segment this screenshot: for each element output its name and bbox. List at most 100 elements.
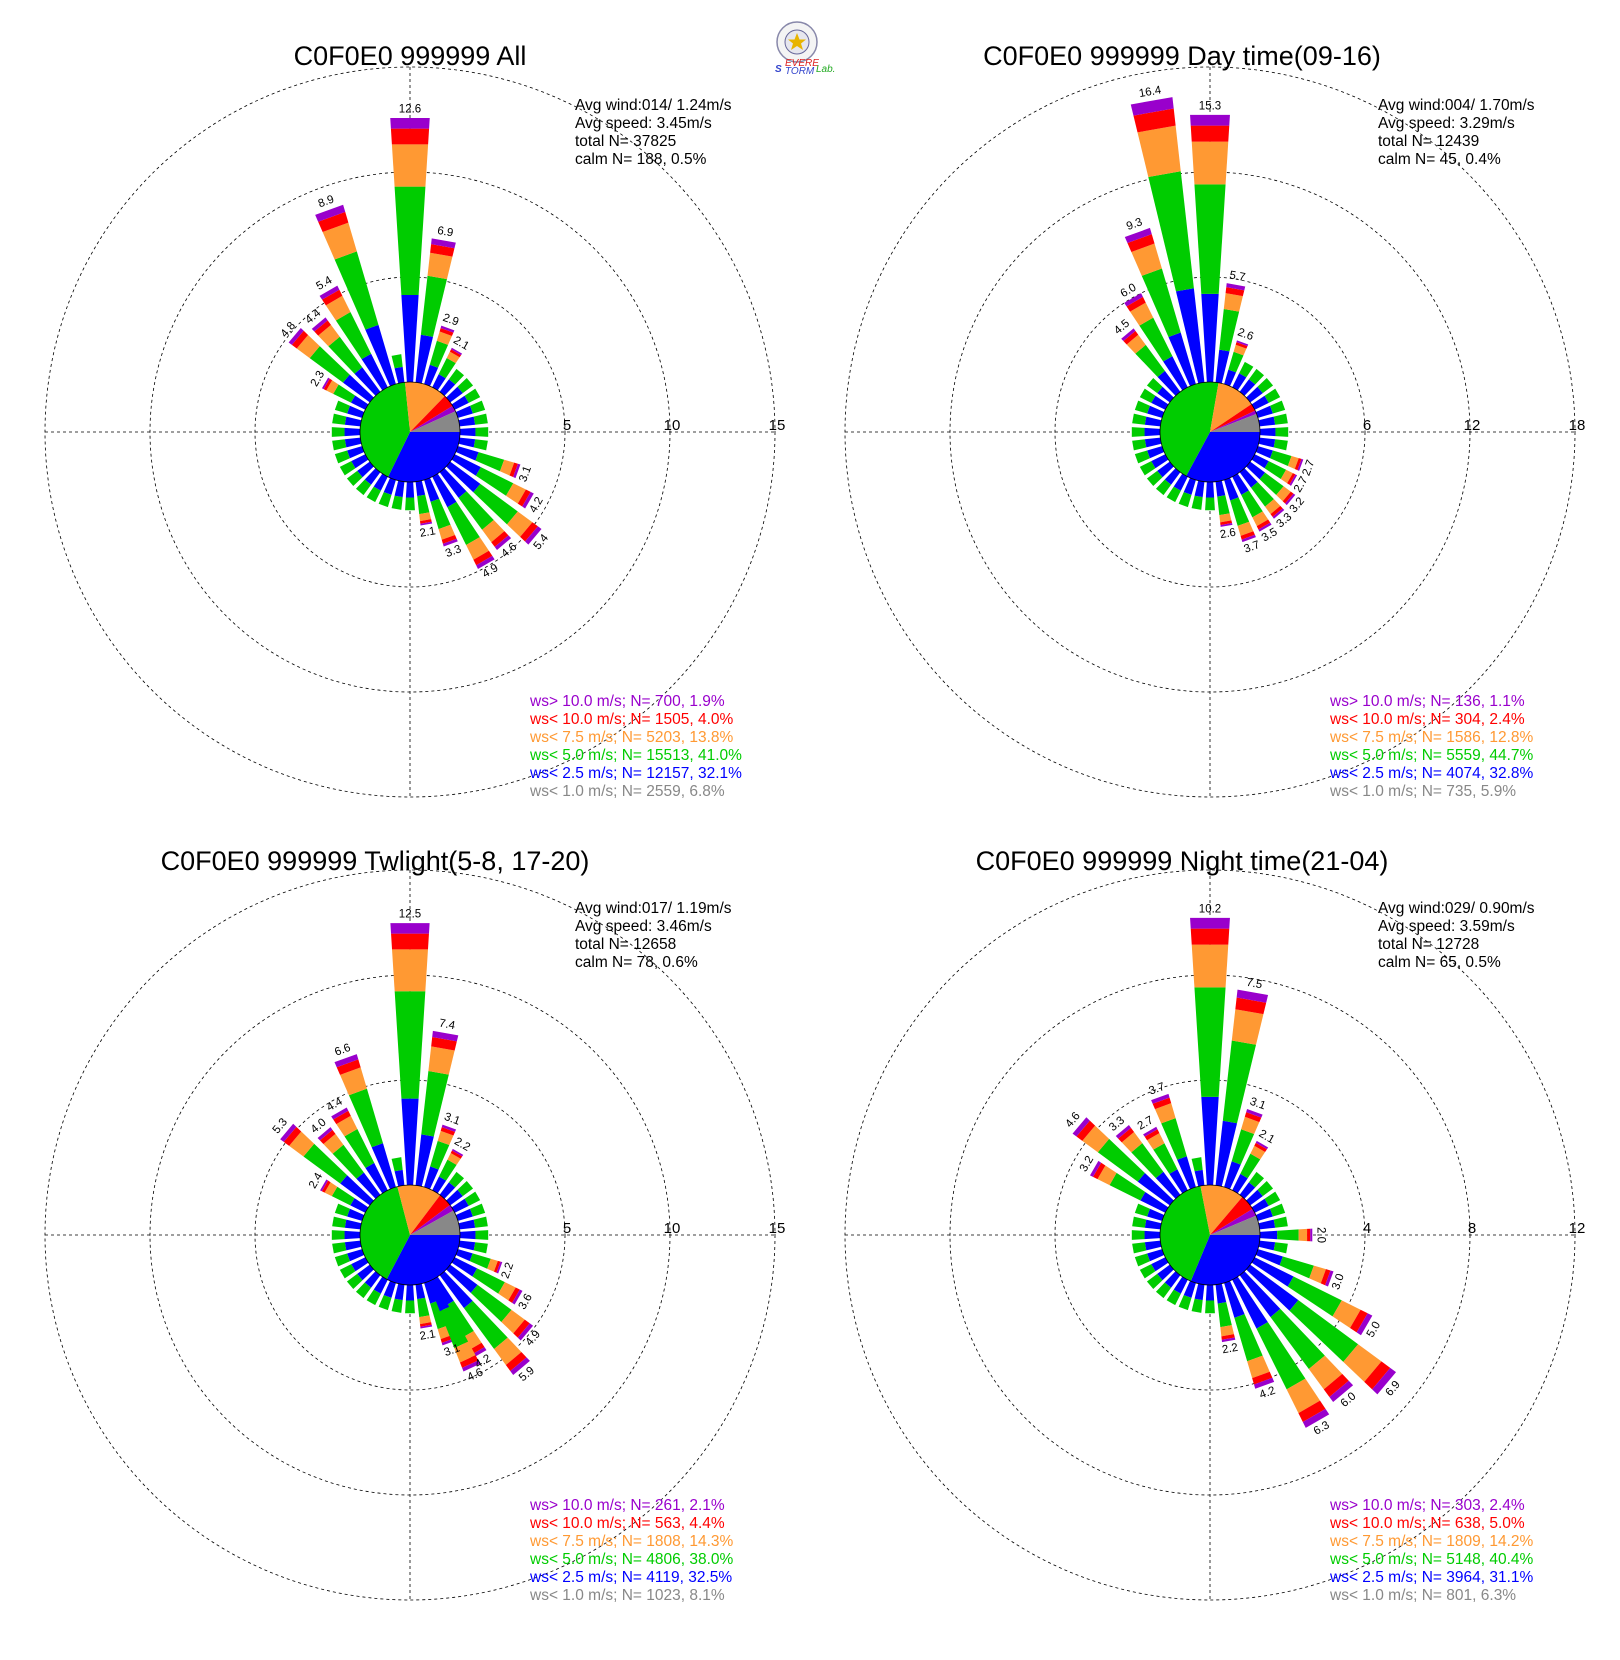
bar-segment bbox=[466, 537, 489, 560]
bar-segment bbox=[1225, 287, 1245, 297]
bar-segment bbox=[1147, 405, 1165, 418]
bar-segment bbox=[1255, 446, 1273, 459]
bar-segment bbox=[332, 439, 347, 451]
bar-segment bbox=[334, 450, 350, 464]
bar-segment bbox=[1147, 446, 1165, 459]
bar-segment bbox=[280, 1123, 297, 1142]
bar-segment bbox=[1254, 1142, 1267, 1153]
bar-segment bbox=[405, 497, 415, 511]
bar-segment bbox=[347, 1208, 365, 1221]
pie-outline bbox=[359, 381, 461, 483]
bar-segment bbox=[1258, 1219, 1276, 1230]
bar-segment bbox=[1235, 342, 1248, 349]
bar-value-label: 2.6 bbox=[1219, 527, 1237, 542]
bar-segment bbox=[438, 357, 456, 379]
bar-segment bbox=[1121, 1132, 1143, 1153]
bar-segment bbox=[1201, 293, 1219, 383]
bar-segment bbox=[355, 1282, 372, 1299]
stat-line: calm N= 65, 0.5% bbox=[1378, 954, 1501, 971]
bar-segment bbox=[494, 1337, 522, 1365]
ring-label: 15 bbox=[769, 1220, 786, 1237]
legend-entry: ws< 7.5 m/s; N= 1808, 14.3% bbox=[529, 1533, 734, 1550]
severe-storm-lab-logo: S EVERE TORM Lab. bbox=[775, 21, 835, 77]
bar-segment bbox=[1154, 1103, 1176, 1124]
bar-segment bbox=[378, 1295, 392, 1311]
bar-segment bbox=[1140, 1191, 1169, 1213]
bar-segment bbox=[1144, 1240, 1162, 1251]
bar-segment bbox=[421, 1071, 449, 1137]
bar-value-label: 4.2 bbox=[1258, 1385, 1277, 1402]
bar-segment bbox=[470, 1284, 512, 1322]
bar-segment bbox=[1279, 1256, 1314, 1279]
pie-outline bbox=[1159, 1184, 1261, 1286]
bar-segment bbox=[1178, 492, 1192, 508]
bar-segment bbox=[1072, 1117, 1090, 1137]
bar-segment bbox=[436, 331, 452, 345]
bar-segment bbox=[1148, 171, 1194, 292]
bar-segment bbox=[1372, 1367, 1397, 1395]
bar-segment bbox=[1152, 1097, 1172, 1110]
bar-segment bbox=[472, 1268, 505, 1294]
bar-segment bbox=[1147, 1208, 1165, 1221]
bar-segment bbox=[1121, 328, 1136, 342]
bar-segment bbox=[394, 991, 426, 1099]
bar-segment bbox=[350, 395, 369, 410]
bar-segment bbox=[1157, 370, 1181, 396]
bar-segment bbox=[1251, 454, 1269, 469]
pie-slice bbox=[1210, 404, 1256, 432]
bar-segment bbox=[431, 238, 456, 249]
bar-segment bbox=[390, 128, 430, 145]
bar-segment bbox=[513, 463, 521, 479]
bar-segment bbox=[1251, 1257, 1294, 1287]
bar-segment bbox=[1239, 468, 1258, 488]
legend-entry: ws< 1.0 m/s; N= 2559, 6.8% bbox=[529, 783, 725, 800]
bar-segment bbox=[1134, 1203, 1150, 1217]
bar-segment bbox=[510, 1357, 530, 1375]
pie-slice bbox=[410, 396, 453, 432]
bar-segment bbox=[334, 251, 379, 330]
bar-segment bbox=[437, 1130, 454, 1146]
bar-segment bbox=[1139, 317, 1173, 362]
bar-segment bbox=[289, 1131, 315, 1157]
bar-segment bbox=[1144, 1129, 1160, 1141]
bar-segment bbox=[1146, 1273, 1163, 1290]
bar-segment bbox=[1239, 1271, 1281, 1318]
bar-segment bbox=[1194, 480, 1205, 498]
bar-segment bbox=[332, 1144, 364, 1179]
bar-segment bbox=[336, 1059, 361, 1075]
bar-segment bbox=[1287, 455, 1299, 470]
bar-segment bbox=[1118, 1127, 1135, 1143]
bar-segment bbox=[1076, 1120, 1096, 1141]
bar-segment bbox=[506, 511, 533, 537]
bar-segment bbox=[1139, 388, 1156, 403]
bar-segment bbox=[319, 1129, 336, 1145]
bar-segment bbox=[344, 1240, 362, 1251]
pie-outline bbox=[359, 1184, 461, 1286]
bar-segment bbox=[383, 1280, 396, 1298]
bar-segment bbox=[424, 364, 439, 387]
bar-value-label: 2.0 bbox=[1314, 1227, 1326, 1243]
bar-segment bbox=[476, 555, 495, 569]
bar-segment bbox=[321, 1180, 331, 1193]
bar-segment bbox=[1255, 405, 1273, 418]
bar-segment bbox=[1155, 1171, 1181, 1199]
legend-entry: ws> 10.0 m/s; N= 261, 2.1% bbox=[529, 1497, 725, 1514]
bar-segment bbox=[364, 1271, 381, 1288]
bar-segment bbox=[432, 1176, 447, 1194]
bar-segment bbox=[351, 1257, 369, 1272]
bar-segment bbox=[1241, 534, 1256, 543]
bar-segment bbox=[447, 501, 480, 545]
ring-label: 12 bbox=[1569, 1220, 1586, 1237]
bar-segment bbox=[1133, 108, 1176, 133]
bar-segment bbox=[344, 437, 362, 448]
bar-segment bbox=[323, 378, 333, 391]
bar-value-label: 2.9 bbox=[441, 312, 460, 329]
bar-segment bbox=[348, 1088, 383, 1148]
bar-segment bbox=[473, 483, 518, 525]
bar-segment bbox=[1131, 427, 1145, 437]
bar-segment bbox=[470, 1203, 486, 1217]
bar-segment bbox=[439, 1159, 457, 1181]
bar-segment bbox=[415, 480, 426, 497]
bar-segment bbox=[1255, 1249, 1283, 1266]
bar-segment bbox=[1246, 461, 1266, 480]
